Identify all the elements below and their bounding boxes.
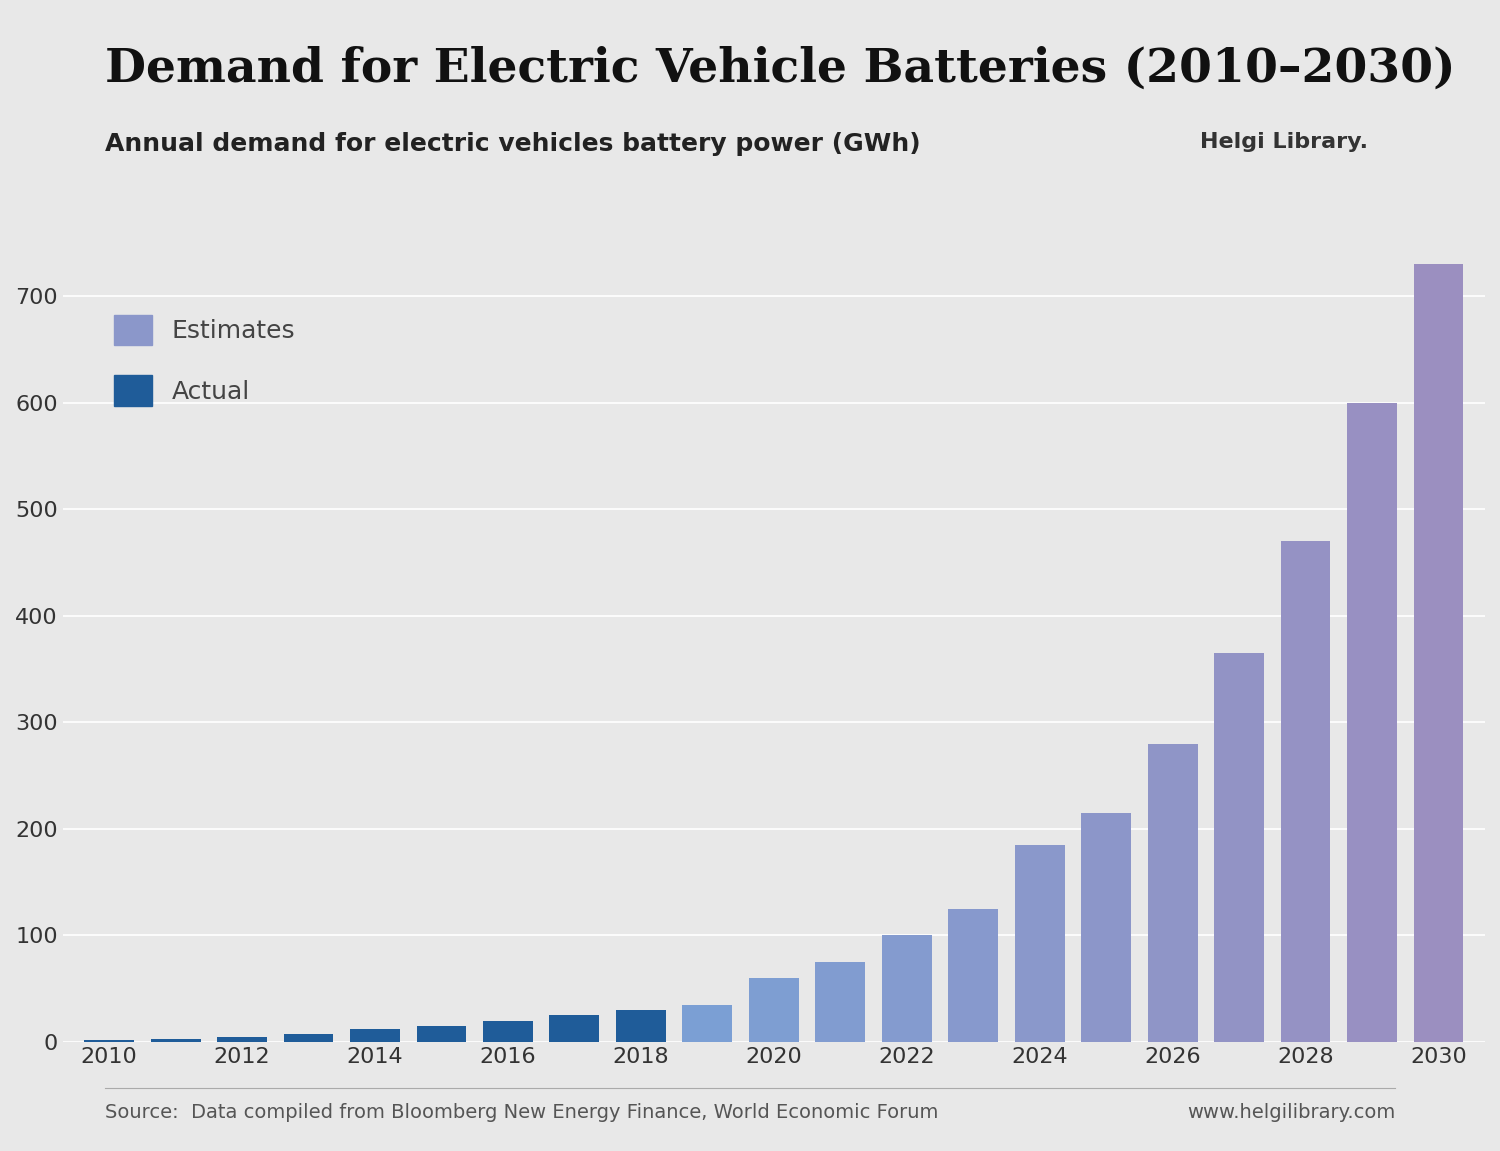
Bar <box>217 1037 267 1042</box>
Legend: Estimates, Actual: Estimates, Actual <box>90 290 321 430</box>
Bar <box>84 1041 134 1042</box>
Bar <box>1148 744 1197 1042</box>
Bar <box>616 1011 666 1042</box>
Bar <box>1413 264 1464 1042</box>
Bar <box>682 1005 732 1042</box>
Bar <box>1214 653 1264 1042</box>
Text: Source:  Data compiled from Bloomberg New Energy Finance, World Economic Forum: Source: Data compiled from Bloomberg New… <box>105 1103 939 1122</box>
Bar <box>1347 403 1396 1042</box>
Bar <box>1281 541 1330 1042</box>
Bar <box>549 1015 600 1042</box>
Bar <box>284 1034 333 1042</box>
Text: Annual demand for electric vehicles battery power (GWh): Annual demand for electric vehicles batt… <box>105 132 921 157</box>
Bar <box>816 962 866 1042</box>
Bar <box>882 936 932 1042</box>
Bar <box>150 1039 201 1042</box>
Bar <box>1014 845 1065 1042</box>
Bar <box>1082 813 1131 1042</box>
Bar <box>483 1021 532 1042</box>
Bar <box>948 909 998 1042</box>
Bar <box>417 1026 466 1042</box>
Text: Demand for Electric Vehicle Batteries (2010–2030): Demand for Electric Vehicle Batteries (2… <box>105 46 1455 92</box>
Bar <box>748 978 798 1042</box>
Text: Helgi Library.: Helgi Library. <box>1200 132 1368 152</box>
Bar <box>350 1029 400 1042</box>
Text: www.helgilibrary.com: www.helgilibrary.com <box>1186 1103 1395 1122</box>
